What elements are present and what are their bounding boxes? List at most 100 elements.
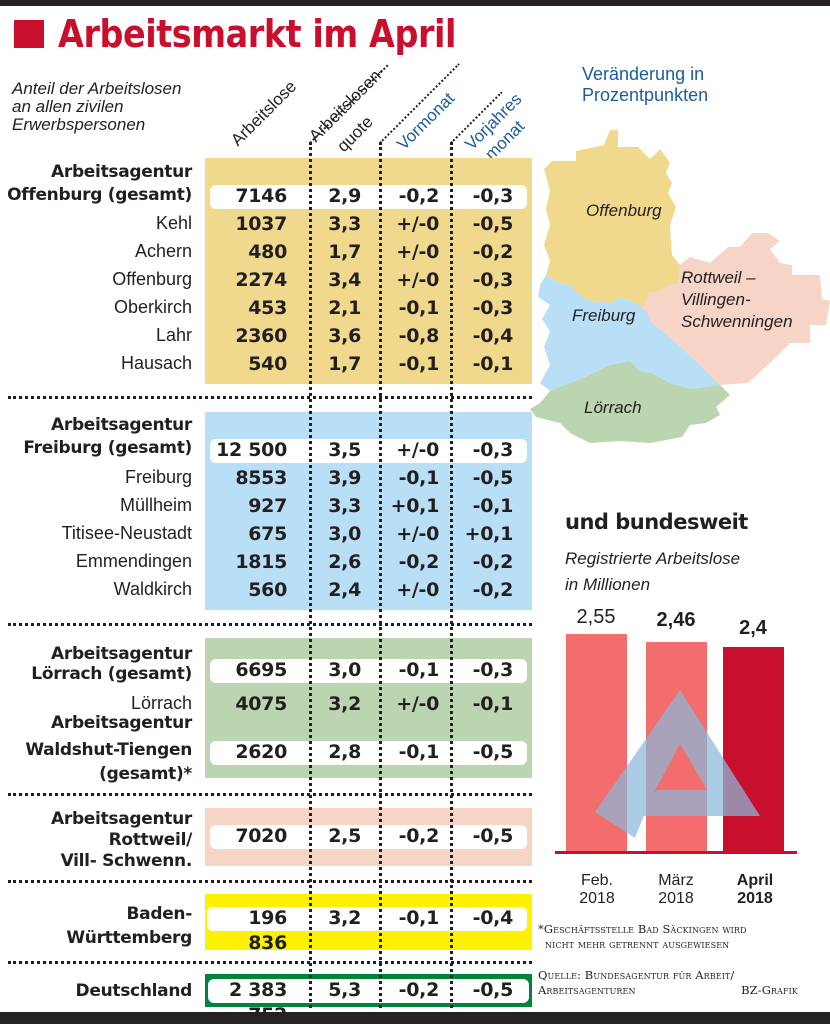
subtitle-line: Registrierte Arbeitslose bbox=[565, 549, 741, 568]
footnote-line: nicht mehr getrennt ausgewiesen bbox=[545, 937, 730, 951]
table-row-total: 7020 2,5 -0,2 -0,5 bbox=[205, 824, 532, 849]
vorjahr-value: -0,1 bbox=[472, 495, 514, 517]
row-label: Hausach bbox=[120, 353, 192, 373]
quote-value: 3,0 bbox=[328, 523, 361, 545]
vormonat-value: +0,1 bbox=[390, 495, 440, 517]
quote-value: 3,0 bbox=[328, 659, 361, 681]
bar-label-line: 2018 bbox=[579, 890, 615, 907]
vormonat-value: +/-0 bbox=[396, 693, 439, 715]
bar-label-line: 2018 bbox=[658, 890, 694, 907]
table-row: 480 1,7 +/-0 -0,2 bbox=[205, 240, 532, 265]
row-label: Offenburg bbox=[112, 269, 192, 289]
source-line: Quelle: Bundesagentur für Arbeit/ bbox=[538, 968, 735, 982]
row-label: Lörrach bbox=[130, 693, 192, 713]
map-region-rottweil[interactable] bbox=[642, 233, 830, 385]
title-marker bbox=[14, 20, 44, 48]
vormonat-value: +/-0 bbox=[396, 213, 439, 235]
bar-value-feb: 2,55 bbox=[576, 606, 616, 628]
arbeitslose-value: 196 836 bbox=[248, 907, 287, 954]
vormonat-value: +/-0 bbox=[396, 241, 439, 263]
row-label: Arbeitsagentur bbox=[51, 162, 192, 182]
table-row-total: 196 836 3,2 -0,1 -0,4 bbox=[205, 906, 532, 954]
map-label-line: Villingen- bbox=[681, 290, 751, 309]
page-title: Arbeitsmarkt im April bbox=[58, 12, 457, 56]
map-region-offenburg[interactable] bbox=[544, 130, 684, 313]
bw-block: 196 836 3,2 -0,1 -0,4 bbox=[205, 894, 532, 954]
quote-value: 3,2 bbox=[328, 907, 361, 929]
quote-value: 2,9 bbox=[328, 185, 361, 207]
quote-value: 3,3 bbox=[328, 213, 361, 235]
quote-value: 3,9 bbox=[328, 467, 361, 489]
quote-value: 3,3 bbox=[328, 495, 361, 517]
row-label: Württemberg bbox=[66, 928, 192, 948]
row-label: Rottweil/ bbox=[108, 830, 193, 850]
arbeitslose-value: 2 383 752 bbox=[229, 979, 287, 1024]
vormonat-value: -0,2 bbox=[398, 185, 440, 207]
bundesagentur-logo-icon bbox=[595, 690, 760, 838]
table-row-total: 12 500 3,5 +/-0 -0,3 bbox=[205, 438, 532, 463]
vormonat-value: +/-0 bbox=[396, 579, 439, 601]
row-label: (gesamt)* bbox=[99, 764, 192, 784]
row-label: Achern bbox=[134, 241, 192, 261]
vormonat-value: +/-0 bbox=[396, 269, 439, 291]
table-row: 4075 3,2 +/-0 -0,1 bbox=[205, 692, 532, 717]
region-map bbox=[530, 130, 830, 443]
row-label: Emmendingen bbox=[75, 551, 192, 571]
vorjahr-value: -0,3 bbox=[472, 297, 514, 319]
section-divider bbox=[8, 623, 532, 626]
table-row: 1037 3,3 +/-0 -0,5 bbox=[205, 212, 532, 237]
row-label: Offenburg (gesamt) bbox=[7, 185, 192, 205]
chart-baseline bbox=[555, 851, 797, 854]
quote-value: 3,5 bbox=[328, 439, 361, 461]
vormonat-value: -0,2 bbox=[398, 979, 440, 1001]
quote-value: 2,4 bbox=[328, 579, 361, 601]
footnote: *Geschäftsstelle Bad Säckingen wird nich… bbox=[538, 922, 747, 952]
vormonat-value: -0,2 bbox=[398, 551, 440, 573]
row-label: Waldshut-Tiengen bbox=[25, 740, 192, 760]
table-row: 540 1,7 -0,1 -0,1 bbox=[205, 352, 532, 377]
vorjahr-value: -0,3 bbox=[472, 185, 514, 207]
deutschland-block: 2 383 752 5,3 -0,2 -0,5 bbox=[205, 974, 532, 1024]
arbeitslose-value: 2360 bbox=[235, 325, 287, 347]
quote-value: 3,4 bbox=[328, 269, 361, 291]
table-row: 675 3,0 +/-0 +0,1 bbox=[205, 522, 532, 547]
arbeitslose-value: 8553 bbox=[235, 467, 287, 489]
vormonat-value: -0,1 bbox=[398, 659, 440, 681]
table-row: 560 2,4 +/-0 -0,2 bbox=[205, 578, 532, 603]
quote-value: 2,1 bbox=[328, 297, 361, 319]
vormonat-value: +/-0 bbox=[396, 439, 439, 461]
vormonat-value: -0,2 bbox=[398, 825, 440, 847]
row-label: Kehl bbox=[155, 213, 192, 233]
quote-value: 3,6 bbox=[328, 325, 361, 347]
vormonat-value: +/-0 bbox=[396, 523, 439, 545]
table-row: 2274 3,4 +/-0 -0,3 bbox=[205, 268, 532, 293]
row-label: Freiburg (gesamt) bbox=[23, 438, 192, 458]
bar-label-line: 2018 bbox=[737, 890, 773, 907]
vormonat-value: -0,1 bbox=[398, 907, 440, 929]
arbeitslose-value: 927 bbox=[248, 495, 287, 517]
column-separator bbox=[309, 142, 312, 1008]
legend-line: Veränderung in bbox=[582, 64, 705, 84]
col-header-arbeitslose: Arbeitslose bbox=[227, 76, 301, 150]
arbeitslose-value: 675 bbox=[248, 523, 287, 545]
quote-value: 2,6 bbox=[328, 551, 361, 573]
row-label: Arbeitsagentur bbox=[51, 644, 192, 664]
column-separator bbox=[450, 142, 453, 1008]
row-label: Lahr bbox=[155, 325, 192, 345]
map-region-loerrach[interactable] bbox=[530, 361, 730, 443]
row-label: Waldkirch bbox=[113, 579, 192, 599]
row-label: Baden- bbox=[126, 904, 193, 924]
bar-value-april: 2,4 bbox=[739, 617, 767, 639]
row-label: Titisee-Neustadt bbox=[61, 523, 192, 543]
bar-april[interactable] bbox=[723, 647, 784, 851]
vormonat-value: -0,8 bbox=[398, 325, 440, 347]
row-label: Müllheim bbox=[119, 495, 192, 515]
row-label: Arbeitsagentur bbox=[51, 809, 192, 829]
arbeitslose-value: 540 bbox=[248, 353, 287, 375]
table-row-total: 7146 2,9 -0,2 -0,3 bbox=[205, 184, 532, 209]
bundesweit-subtitle: Registrierte Arbeitslose in Millionen bbox=[565, 546, 740, 598]
table-row: 2360 3,6 -0,8 -0,4 bbox=[205, 324, 532, 349]
vorjahr-value: -0,3 bbox=[472, 659, 514, 681]
freiburg-block: 12 500 3,5 +/-0 -0,3 8553 3,9 -0,1 -0,5 … bbox=[205, 412, 532, 610]
map-region-freiburg[interactable] bbox=[538, 275, 720, 391]
